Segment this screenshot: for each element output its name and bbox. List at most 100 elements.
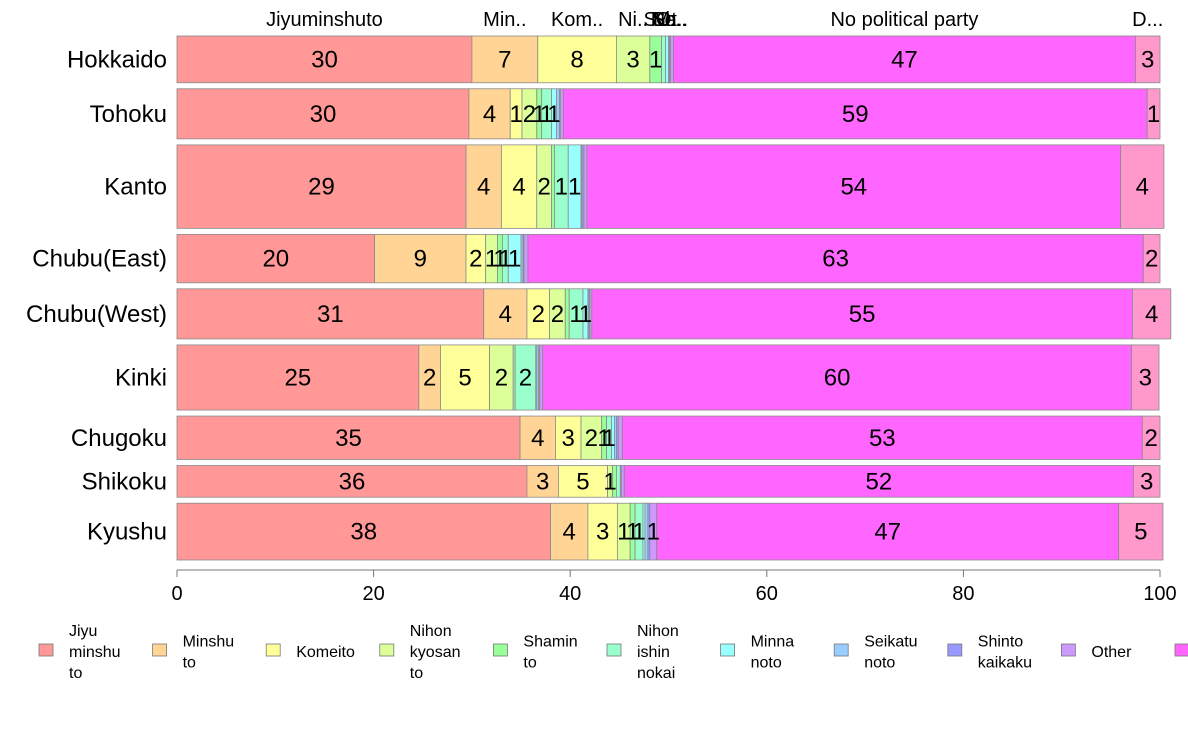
bar-segment [587,502,618,561]
top-label: M.. [653,9,681,31]
data-label: 30 [310,101,337,128]
data-label: 2 [532,301,545,328]
bar-segment [617,415,623,460]
data-label: 1 [569,301,582,328]
x-axis: 0 20 40 60 80 100 [171,569,1177,605]
data-label: 1 [547,101,560,128]
data-label: 9 [414,246,427,273]
legend-swatch [379,643,395,657]
data-label: 8 [570,46,583,73]
data-label: 2 [523,101,536,128]
legend-label: ishin [637,644,670,661]
data-label: 2 [1144,425,1157,452]
legend: Jiyu minshu to Minshu to Komeito Nihon kyosan to… [38,623,1188,682]
data-label: 2 [495,364,508,391]
bar-segment [176,502,551,561]
data-label: 4 [531,425,544,452]
data-label: 20 [262,246,289,273]
bar-segment [176,465,528,498]
legend-label: Minshu [183,634,235,651]
bar-segment [523,233,529,284]
data-label: 5 [576,468,589,495]
data-label: 47 [874,519,901,546]
legend-item: Shamin to [492,634,578,672]
legend-label: to [523,655,536,672]
bar-segment [665,35,669,84]
data-label: 1 [649,46,662,73]
data-label: 1 [1147,101,1160,128]
data-label: 30 [311,46,338,73]
data-label: 1 [568,174,581,201]
x-tick-label: 40 [559,583,581,605]
bar-segment [1141,415,1161,460]
bar-segment [471,35,539,84]
legend-label: Shamin [523,634,577,651]
data-label: 1 [509,101,522,128]
legend-swatch [720,643,735,657]
data-label: 4 [477,174,490,201]
data-label: 4 [512,174,525,201]
top-label: Ot.. [656,9,688,31]
x-tick-label: 20 [362,583,384,605]
bar-segment [1142,233,1161,284]
data-label: 60 [824,364,851,391]
data-label: 5 [1134,519,1147,546]
legend-label: Shinto [978,634,1023,651]
bar-segment [550,502,589,561]
bar-segment [176,88,470,140]
data-label: 1 [602,425,615,452]
legend-label: minshu [69,644,121,661]
top-label: N.. [651,9,677,31]
bar-segment [583,144,588,229]
data-label: 4 [483,101,496,128]
legend-item: Seikatu noto [833,634,918,672]
row-label: Kanto [104,174,167,201]
bar-segment [616,465,621,498]
bar-segment [621,415,1143,460]
data-label: 1 [603,468,616,495]
x-tick-label: 80 [952,583,974,605]
legend-label: Jiyu [69,623,97,640]
bar-segment [176,344,420,411]
bar-segment [620,465,625,498]
bar-segment [555,415,582,460]
row-label: Shikoku [82,468,167,495]
bar-segment [1133,465,1161,498]
x-tick-label: 60 [756,583,778,605]
data-label: 7 [498,46,511,73]
legend-swatch [606,643,622,657]
top-label: S.. [643,9,667,31]
data-label: 47 [891,46,918,73]
data-label: 1 [597,425,610,452]
row-label: Kinki [115,364,167,391]
legend-swatch [492,643,508,657]
data-label: 3 [596,519,609,546]
legend-item: Nihon ishin nokai [606,623,679,682]
data-label: 3 [562,425,575,452]
bar-segment [176,144,467,229]
legend-label: Nihon [410,623,452,640]
data-label: 25 [285,364,312,391]
legend-label: Other [1091,644,1132,661]
bar-segment [465,144,502,229]
bar-segment [537,35,617,84]
legend-item: Minshu to [152,634,235,672]
data-label: 36 [339,468,366,495]
data-label: 38 [350,519,377,546]
bar-segment [1118,502,1164,561]
data-label: 63 [822,246,849,273]
data-label: 4 [499,301,512,328]
bar-segment [526,465,559,498]
data-label: 1 [647,519,660,546]
top-label: Ni.. [618,9,648,31]
top-label: No political party [830,9,978,31]
legend-label: to [183,655,196,672]
top-label: D... [1132,9,1163,31]
bar-segment [1135,35,1161,84]
data-label: 2 [551,301,564,328]
legend-label: noto [751,655,782,672]
bar-segments [176,35,1172,561]
x-tick-label: 0 [171,583,182,605]
